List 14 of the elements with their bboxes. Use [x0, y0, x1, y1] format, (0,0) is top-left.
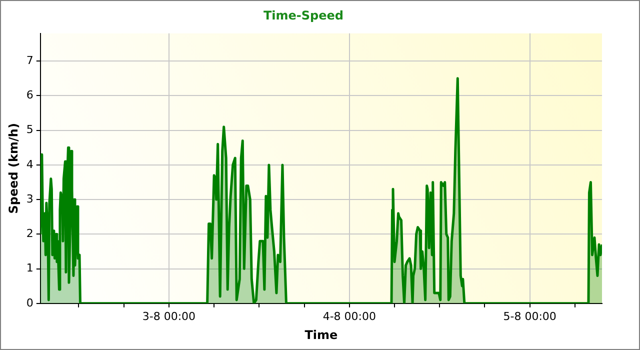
y-tick-label: 0 — [26, 296, 34, 310]
x-tick-label: 4-8 00:00 — [322, 310, 376, 323]
chart-title: Time-Speed — [263, 8, 344, 22]
y-tick-label: 7 — [26, 54, 34, 67]
y-tick-label: 2 — [26, 227, 34, 240]
x-tick-label: 5-8 00:00 — [503, 310, 556, 323]
y-tick-label: 1 — [26, 262, 34, 275]
y-tick-label: 4 — [26, 158, 34, 171]
y-tick-label: 3 — [26, 192, 34, 206]
y-tick-label: 6 — [26, 88, 34, 102]
y-axis-title: Speed (km/h) — [6, 123, 20, 214]
y-tick-label: 5 — [26, 123, 34, 136]
x-axis-title: Time — [304, 328, 338, 342]
x-tick-label: 3-8 00:00 — [142, 310, 196, 323]
